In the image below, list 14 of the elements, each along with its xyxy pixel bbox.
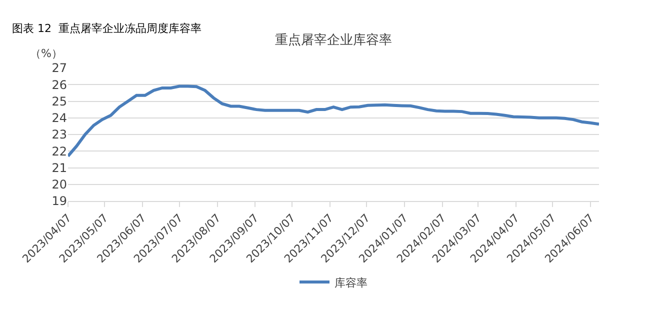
y-axis-title: （%） — [30, 47, 62, 60]
chart-subtitle: 重点屠宰企业库容率 — [275, 32, 392, 48]
y-tick-label: 27 — [52, 61, 67, 76]
y-tick-label: 20 — [52, 178, 67, 192]
y-tick-label: 19 — [52, 194, 67, 208]
line-series — [68, 84, 599, 158]
legend-label: 库容率 — [334, 276, 368, 290]
y-tick-label: 23 — [52, 128, 67, 142]
y-tick-label: 22 — [52, 144, 67, 158]
y-tick-label: 26 — [52, 78, 67, 92]
chart-title: 图表 12 重点屠宰企业冻品周度库容率 — [12, 22, 202, 35]
y-tick-label: 21 — [52, 160, 67, 175]
y-tick-label: 24 — [52, 111, 67, 126]
y-tick-label: 25 — [52, 94, 67, 108]
